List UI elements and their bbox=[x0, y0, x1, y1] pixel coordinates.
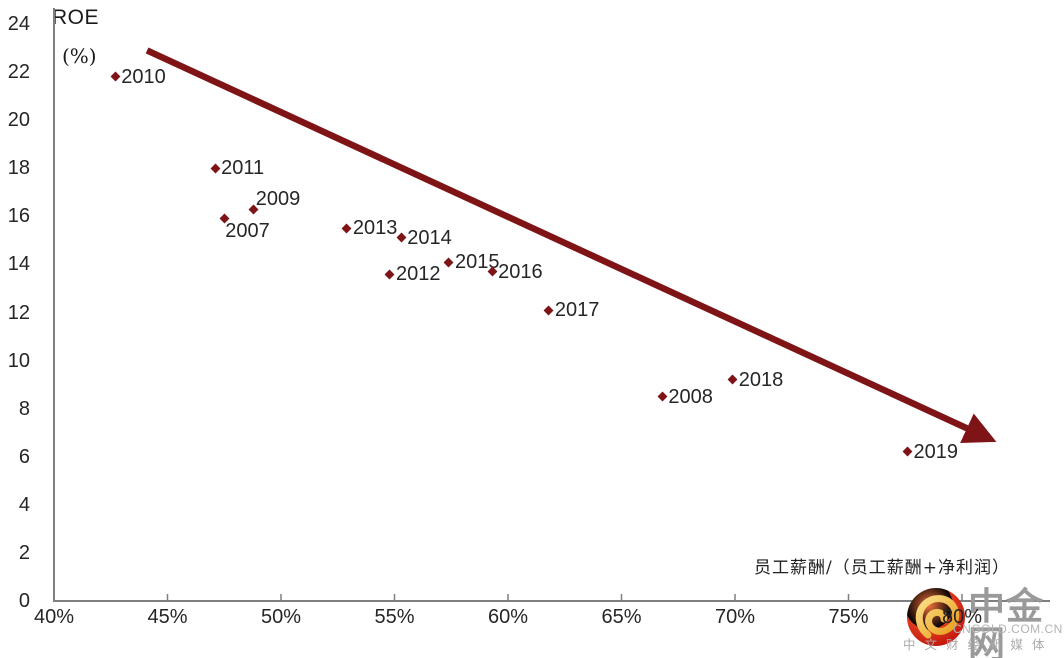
data-point-label: 2014 bbox=[407, 226, 452, 249]
data-point bbox=[902, 446, 913, 457]
x-tick-label: 65% bbox=[601, 606, 642, 628]
y-tick-label: 18 bbox=[7, 157, 30, 180]
data-point-label: 2013 bbox=[352, 217, 398, 240]
data-point bbox=[341, 223, 352, 234]
data-point bbox=[210, 163, 221, 174]
data-point bbox=[385, 269, 395, 279]
data-point-label: 2015 bbox=[454, 251, 500, 274]
x-tick-label: 75% bbox=[828, 606, 869, 628]
y-tick-label: 22 bbox=[7, 61, 30, 84]
data-point bbox=[444, 257, 454, 267]
data-point-label: 2017 bbox=[554, 299, 600, 322]
y-tick-label: 10 bbox=[7, 349, 30, 372]
x-tick-label: 40% bbox=[33, 606, 75, 628]
data-point bbox=[657, 391, 668, 402]
x-tick-label: 50% bbox=[260, 606, 302, 628]
x-tick-label: 60% bbox=[487, 606, 529, 628]
y-tick-label: 20 bbox=[7, 109, 30, 132]
data-point-label: 2019 bbox=[913, 440, 959, 463]
x-tick-label: 45% bbox=[147, 606, 188, 628]
y-tick-label: 0 bbox=[18, 590, 30, 612]
data-point-label: 2007 bbox=[225, 219, 270, 242]
data-point bbox=[396, 233, 407, 243]
data-point-label: 2011 bbox=[221, 157, 265, 180]
y-tick-label: 16 bbox=[7, 205, 30, 228]
y-tick-label: 24 bbox=[7, 13, 30, 36]
y-tick-label: 14 bbox=[7, 253, 30, 276]
y-tick-label: 8 bbox=[18, 397, 30, 420]
y-tick-label: 4 bbox=[18, 493, 30, 516]
x-tick-label: 55% bbox=[374, 606, 415, 628]
y-axis-title: ROE bbox=[52, 6, 100, 29]
y-axis-unit-label: (%) bbox=[62, 44, 97, 68]
data-point-label: 2010 bbox=[121, 65, 166, 88]
data-point-label: 2018 bbox=[738, 368, 784, 391]
y-tick-label: 6 bbox=[18, 445, 30, 468]
x-tick-label: 80% bbox=[941, 606, 983, 628]
y-tick-label: 12 bbox=[7, 301, 30, 324]
data-point-label: 2008 bbox=[668, 385, 713, 408]
y-tick-label: 2 bbox=[18, 541, 30, 564]
x-tick-label: 70% bbox=[714, 606, 756, 628]
data-point-label: 2012 bbox=[395, 263, 441, 286]
data-point-label: 2016 bbox=[498, 260, 543, 283]
data-point bbox=[110, 71, 121, 82]
data-point bbox=[727, 374, 738, 385]
data-point-label: 2009 bbox=[255, 188, 301, 211]
x-axis-title: 员工薪酬/（员工薪酬+净利润） bbox=[754, 558, 1010, 578]
data-point bbox=[543, 305, 554, 316]
